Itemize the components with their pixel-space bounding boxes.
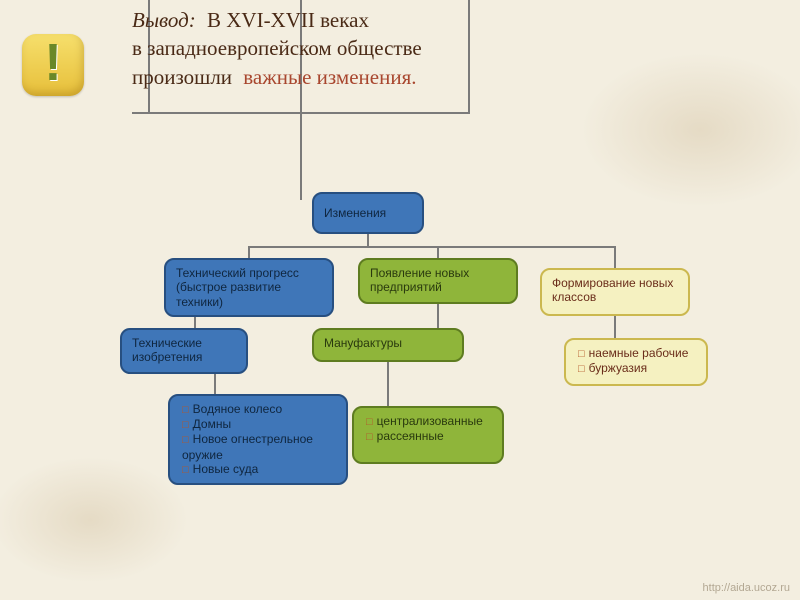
inventions-list: Водяное колесоДомныНовое огнестрельное о… <box>180 402 336 477</box>
node-tech-inventions: Технические изобретения <box>120 328 248 374</box>
node-new-enterprises: Появление новых предприятий <box>358 258 518 304</box>
manufactory-kinds-list: централизованныерассеянные <box>364 414 492 444</box>
list-item: Новые суда <box>182 462 336 477</box>
node-inventions-list: Водяное колесоДомныНовое огнестрельное о… <box>168 394 348 485</box>
list-item: наемные рабочие <box>578 346 696 361</box>
node-classes-list: наемные рабочиебуржуазия <box>564 338 708 386</box>
node-root: Изменения <box>312 192 424 234</box>
footer-url: http://aida.ucoz.ru <box>703 582 790 594</box>
node-manufactories-label: Мануфактуры <box>324 336 402 350</box>
title-part3b: важные изменения. <box>243 65 416 89</box>
exclamation-mark-icon: ! <box>44 33 61 93</box>
node-tech-inventions-label: Технические изобретения <box>132 336 202 364</box>
list-item: Домны <box>182 417 336 432</box>
page-title: Вывод: В XVI-XVII веках в западноевропей… <box>132 6 692 91</box>
node-new-classes: Формирование новых классов <box>540 268 690 316</box>
node-root-label: Изменения <box>324 206 386 220</box>
title-part1: В XVI-XVII веках <box>207 8 369 32</box>
list-item: Новое огнестрельное оружие <box>182 432 336 462</box>
node-new-enterprises-label: Появление новых предприятий <box>370 266 469 294</box>
node-tech-progress-label: Технический прогресс (быстрое развитие т… <box>176 266 299 309</box>
classes-list: наемные рабочиебуржуазия <box>576 346 696 376</box>
title-part3a: произошли <box>132 65 232 89</box>
node-tech-progress: Технический прогресс (быстрое развитие т… <box>164 258 334 317</box>
list-item: рассеянные <box>366 429 492 444</box>
exclamation-icon: ! <box>22 34 84 96</box>
list-item: Водяное колесо <box>182 402 336 417</box>
node-manufactory-kinds: централизованныерассеянные <box>352 406 504 464</box>
title-part2: в западноевропейском обществе <box>132 36 422 60</box>
node-manufactories: Мануфактуры <box>312 328 464 362</box>
node-new-classes-label: Формирование новых классов <box>552 276 673 304</box>
title-prefix: Вывод: <box>132 8 196 32</box>
list-item: централизованные <box>366 414 492 429</box>
list-item: буржуазия <box>578 361 696 376</box>
